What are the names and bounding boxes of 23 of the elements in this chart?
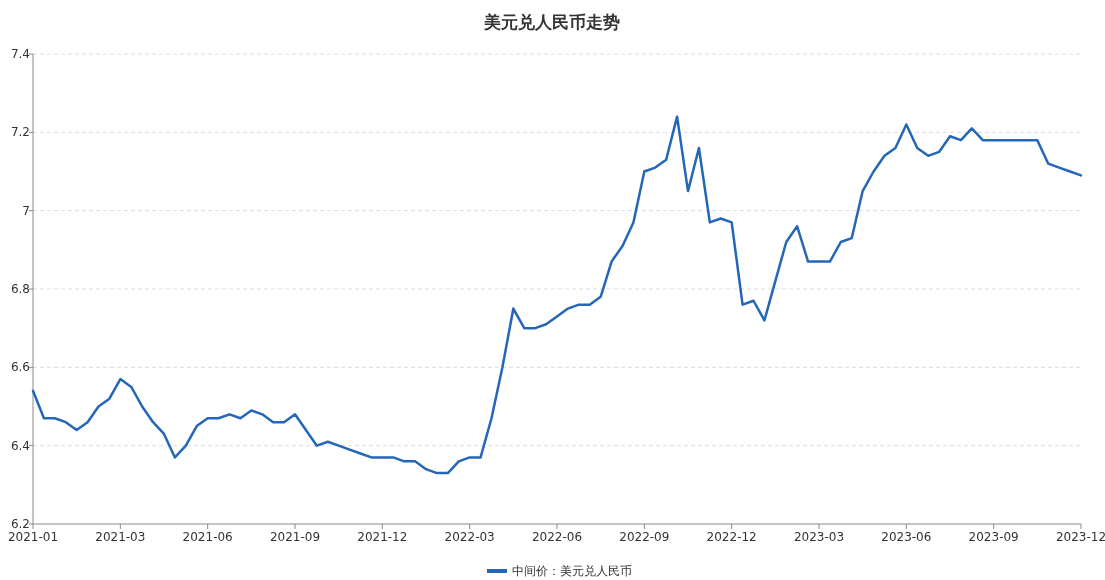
x-tick-label: 2023-03 <box>793 530 845 544</box>
chart-title: 美元兑人民币走势 <box>483 12 620 32</box>
y-tick-label: 6.2 <box>10 517 30 531</box>
y-tick-label: 6.8 <box>10 282 30 296</box>
x-tick-label: 2021-09 <box>269 530 321 544</box>
x-tick-label: 2021-12 <box>357 530 408 544</box>
x-tick-label: 2021-01 <box>7 530 59 544</box>
y-tick-label: 7.2 <box>10 125 30 140</box>
x-tick-label: 2022-03 <box>444 530 495 544</box>
x-tick-label: 2022-06 <box>531 530 583 544</box>
legend-label: 中间价：美元兑人民币 <box>512 564 632 578</box>
y-tick-label: 6.6 <box>10 360 30 375</box>
line-series <box>31 115 1083 475</box>
x-tick-label: 2023-12 <box>1055 530 1105 544</box>
x-tick-label: 2021-03 <box>95 530 146 544</box>
x-tick-label: 2022-09 <box>619 530 670 544</box>
x-tick-label: 2021-06 <box>182 530 233 544</box>
x-tick-label: 2023-09 <box>968 530 1019 544</box>
x-tick-label: 2022-12 <box>706 530 757 544</box>
x-tick-label: 2023-06 <box>881 530 932 544</box>
y-tick-label: 6.4 <box>10 438 30 453</box>
y-tick-label: 7 <box>22 203 30 218</box>
y-tick-label: 7.4 <box>10 47 30 61</box>
